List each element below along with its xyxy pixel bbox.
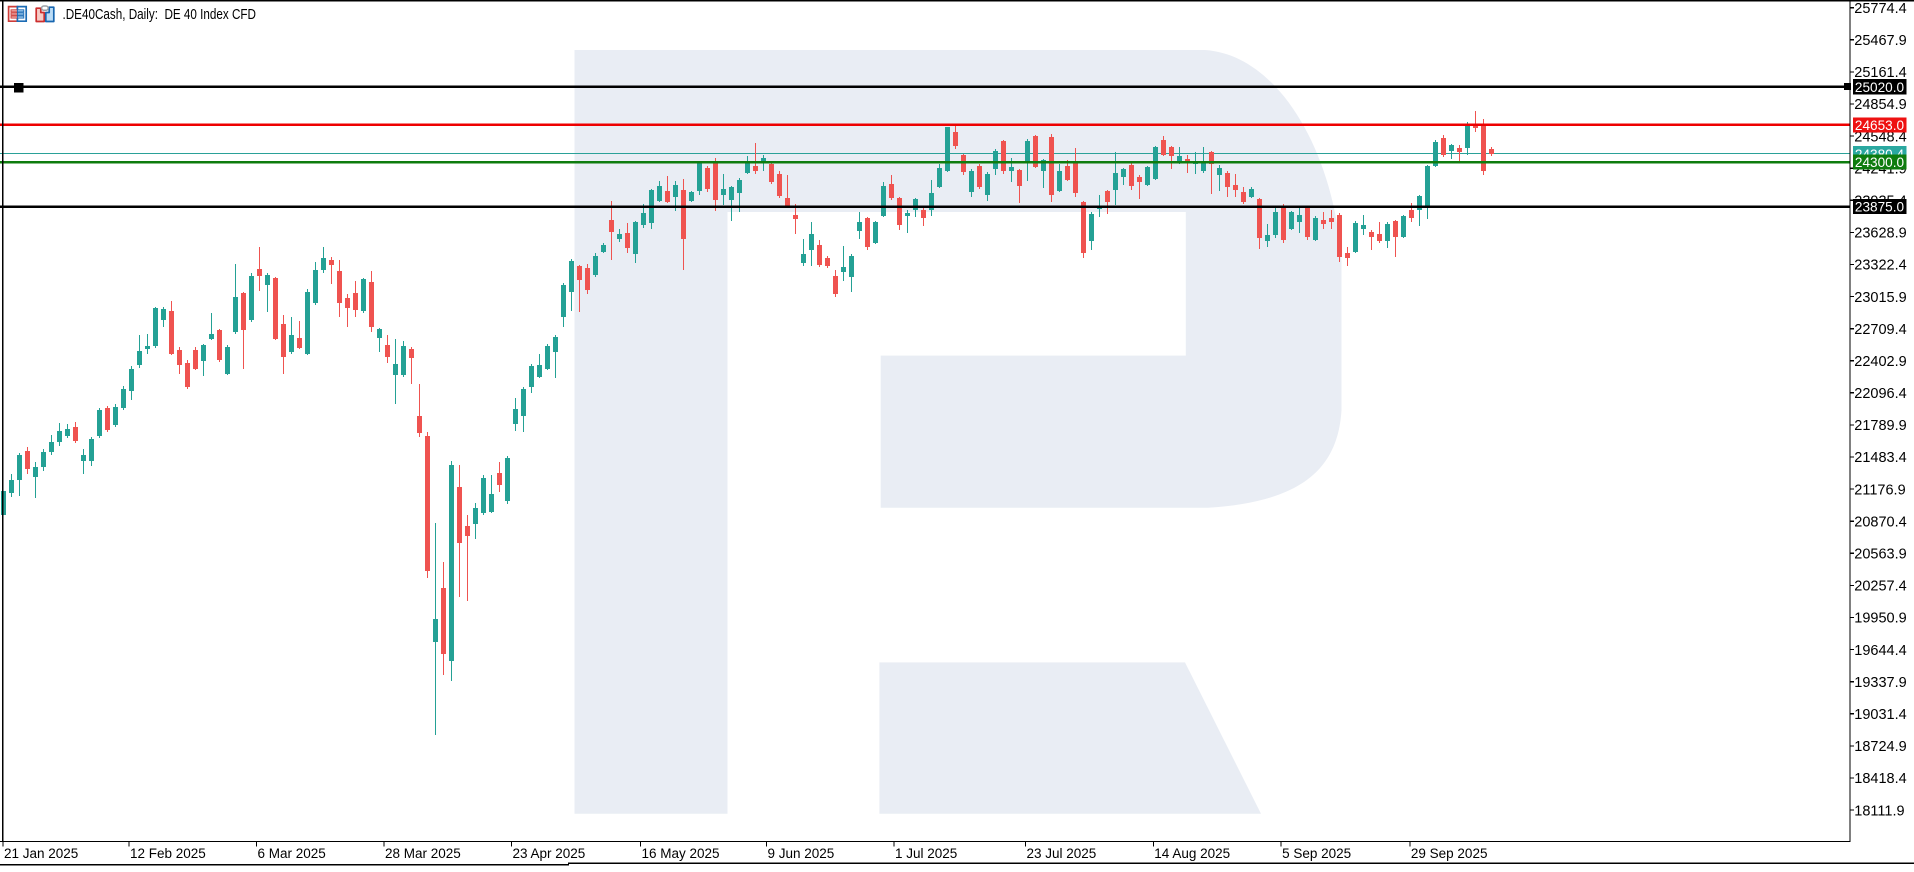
svg-text:22096.4: 22096.4 <box>1854 386 1906 402</box>
svg-text:21 Jan 2025: 21 Jan 2025 <box>4 846 78 861</box>
svg-text:19337.9: 19337.9 <box>1854 675 1906 691</box>
svg-text:12 Feb 2025: 12 Feb 2025 <box>130 846 206 861</box>
svg-text:9 Jun 2025: 9 Jun 2025 <box>768 846 835 861</box>
svg-text:19031.4: 19031.4 <box>1854 707 1906 723</box>
svg-text:22709.4: 22709.4 <box>1854 322 1906 338</box>
svg-text:24653.0: 24653.0 <box>1855 118 1905 133</box>
svg-text:20870.4: 20870.4 <box>1854 514 1906 530</box>
svg-text:5 Sep 2025: 5 Sep 2025 <box>1282 846 1351 861</box>
svg-text:1 Jul 2025: 1 Jul 2025 <box>895 846 957 861</box>
svg-text:24854.9: 24854.9 <box>1854 97 1906 113</box>
svg-text:23 Apr 2025: 23 Apr 2025 <box>513 846 586 861</box>
svg-text:24300.0: 24300.0 <box>1855 155 1905 170</box>
svg-text:23628.9: 23628.9 <box>1854 226 1906 242</box>
svg-text:20257.4: 20257.4 <box>1854 579 1906 595</box>
svg-text:22402.9: 22402.9 <box>1854 354 1906 370</box>
svg-text:16 May 2025: 16 May 2025 <box>642 846 720 861</box>
svg-text:19644.4: 19644.4 <box>1854 643 1906 659</box>
svg-text:21176.9: 21176.9 <box>1854 482 1905 498</box>
svg-text:25774.4: 25774.4 <box>1854 1 1906 17</box>
svg-text:18418.4: 18418.4 <box>1854 771 1906 787</box>
svg-text:21483.4: 21483.4 <box>1854 450 1906 466</box>
svg-text:25020.0: 25020.0 <box>1855 80 1905 95</box>
svg-text:.DE40Cash, Daily: DE 40 Index: .DE40Cash, Daily: DE 40 Index CFD <box>63 6 257 23</box>
svg-text:23875.0: 23875.0 <box>1855 200 1905 215</box>
svg-text:23015.9: 23015.9 <box>1854 290 1906 306</box>
svg-text:19950.9: 19950.9 <box>1854 611 1906 627</box>
svg-text:23322.4: 23322.4 <box>1854 258 1906 274</box>
svg-text:24548.4: 24548.4 <box>1854 129 1906 145</box>
svg-text:14 Aug 2025: 14 Aug 2025 <box>1154 846 1230 861</box>
svg-text:25467.9: 25467.9 <box>1854 33 1906 49</box>
svg-text:21789.9: 21789.9 <box>1854 418 1906 434</box>
svg-text:18111.9: 18111.9 <box>1854 803 1904 819</box>
svg-text:25161.4: 25161.4 <box>1854 65 1906 81</box>
svg-text:18724.9: 18724.9 <box>1854 739 1906 755</box>
svg-text:29 Sep 2025: 29 Sep 2025 <box>1411 846 1488 861</box>
svg-text:20563.9: 20563.9 <box>1854 547 1906 563</box>
svg-text:23 Jul 2025: 23 Jul 2025 <box>1027 846 1097 861</box>
svg-text:6 Mar 2025: 6 Mar 2025 <box>258 846 326 861</box>
svg-text:28 Mar 2025: 28 Mar 2025 <box>385 846 461 861</box>
